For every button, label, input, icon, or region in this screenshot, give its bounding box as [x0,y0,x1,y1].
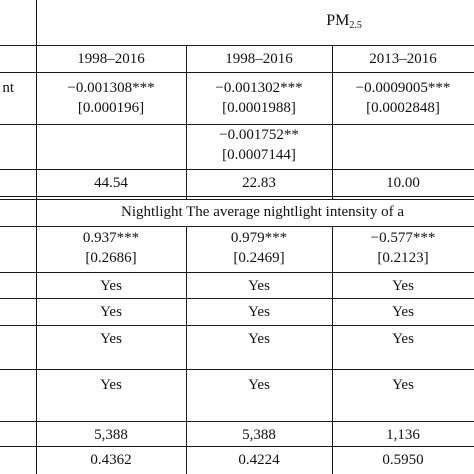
dependent-variable-header: PM2.5 [326,12,362,31]
fe4-col-3: Yes [392,377,414,393]
period-col-1: 1998–2016 [77,51,145,67]
rule-col-2a [332,45,333,199]
stat-col-3: 10.00 [386,175,420,191]
obs-col-3: 1,136 [386,427,420,443]
fe3-col-2: Yes [248,331,270,347]
fe4-col-1: Yes [100,377,122,393]
rule-col-1a [186,45,187,199]
se-1-col-3: [0.0002848] [366,100,440,116]
rule-row9 [0,421,474,422]
se-3-col-3: [0.2123] [377,250,429,266]
rule-col-2b [332,226,333,474]
rule-col-1b [186,226,187,474]
rule-row5 [0,272,474,273]
rule-row2 [0,169,474,170]
rule-row8 [0,369,474,370]
fe3-col-1: Yes [100,331,122,347]
rule-row4 [0,226,474,227]
nightlight-note: Nightlight The average nightlight intens… [121,204,405,220]
coef-3-col-1: 0.937*** [82,230,140,246]
fe1-col-1: Yes [100,278,122,294]
rule-row6 [0,298,474,299]
coef-1-col-2: −0.001302*** [215,80,303,96]
se-1-col-2: [0.0001988] [222,100,296,116]
period-col-3: 2013–2016 [369,51,437,67]
period-col-2: 1998–2016 [225,51,293,67]
fe1-col-3: Yes [392,278,414,294]
rule-periods [0,72,474,73]
stat-col-1: 44.54 [94,175,128,191]
se-2-col-2: [0.0007144] [222,147,296,163]
rule-row10 [0,446,474,447]
r2-col-3: 0.5950 [382,452,424,468]
rule-row7 [0,325,474,326]
rule-col-label [36,0,37,474]
rule-row1 [0,124,474,125]
coef-2-col-2: −0.001752** [219,127,299,143]
rule-row3 [0,196,474,197]
stat-col-2: 22.83 [242,175,276,191]
coef-1-col-1: −0.001308*** [67,80,155,96]
row-label-1: nt [2,80,14,96]
coef-3-col-2: 0.979*** [230,230,288,246]
fe2-col-1: Yes [100,304,122,320]
se-3-col-1: [0.2686] [85,250,137,266]
se-3-col-2: [0.2469] [233,250,285,266]
fe2-col-3: Yes [392,304,414,320]
rule-header [0,45,474,46]
r2-col-2: 0.4224 [238,452,280,468]
coef-3-col-3: −0.577*** [370,230,436,246]
fe4-col-2: Yes [248,377,270,393]
se-1-col-1: [0.000196] [77,100,145,116]
obs-col-2: 5,388 [242,427,276,443]
fe3-col-3: Yes [392,331,414,347]
fe1-col-2: Yes [248,278,270,294]
coef-1-col-3: −0.0009005*** [355,80,451,96]
r2-col-1: 0.4362 [90,452,132,468]
rule-double [0,199,474,200]
obs-col-1: 5,388 [94,427,128,443]
fe2-col-2: Yes [248,304,270,320]
